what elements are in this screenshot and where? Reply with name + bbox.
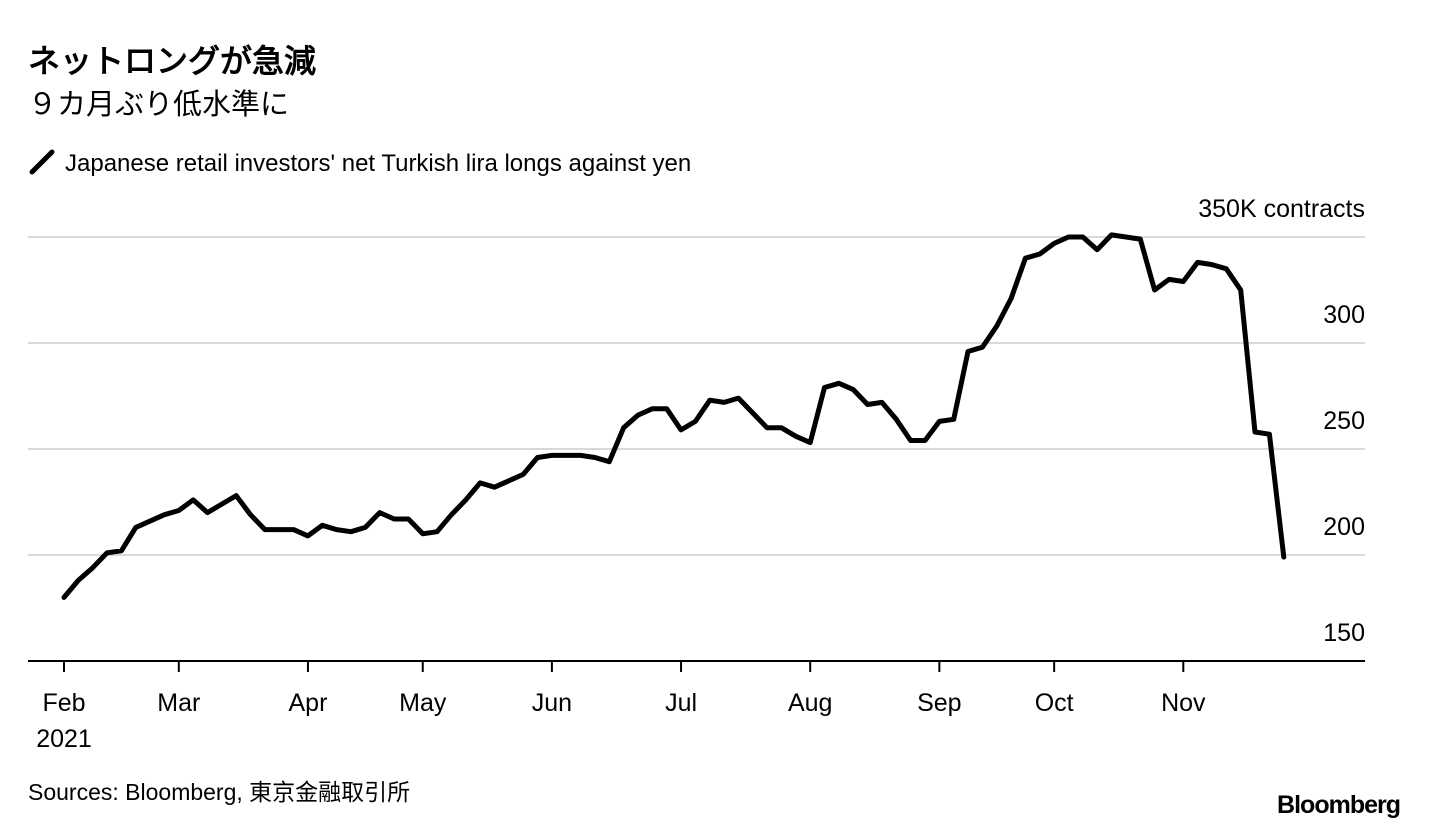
x-tick-label: Oct (1035, 689, 1074, 717)
chart-title: ネットロングが急減 (28, 43, 316, 79)
legend-swatch (29, 149, 55, 175)
series-line (61, 232, 1287, 600)
y-tick-label: 350K contracts (1198, 195, 1365, 223)
source: Sources: Bloomberg, 東京金融取引所 (28, 779, 410, 805)
x-tick-label: Apr (288, 689, 327, 717)
x-tick-label: Feb (42, 689, 85, 717)
x-tick-label: Jun (532, 689, 572, 717)
y-tick-label: 250 (1323, 407, 1365, 435)
x-tick-label: May (399, 689, 447, 717)
x-tick-label: Jul (665, 689, 697, 717)
x-tick-label: Sep (917, 689, 961, 717)
y-tick-label: 300 (1323, 301, 1365, 329)
brand-logo: Bloomberg (1277, 791, 1400, 819)
chart-subtitle: ９カ月ぶり低水準に (28, 88, 289, 121)
legend-label: Japanese retail investors' net Turkish l… (65, 150, 691, 177)
x-year-label: 2021 (36, 725, 92, 753)
x-tick-label: Mar (157, 689, 200, 717)
y-tick-label: 150 (1323, 619, 1365, 647)
x-tick-label: Aug (788, 689, 832, 717)
x-tick-label: Nov (1161, 689, 1206, 717)
y-tick-label: 200 (1323, 513, 1365, 541)
